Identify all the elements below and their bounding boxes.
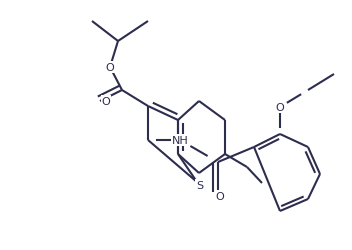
Text: O: O	[276, 102, 284, 113]
Text: O: O	[102, 96, 111, 106]
Text: O: O	[106, 63, 114, 73]
Text: NH: NH	[172, 136, 188, 145]
Text: S: S	[196, 180, 203, 190]
Text: O: O	[216, 191, 224, 201]
